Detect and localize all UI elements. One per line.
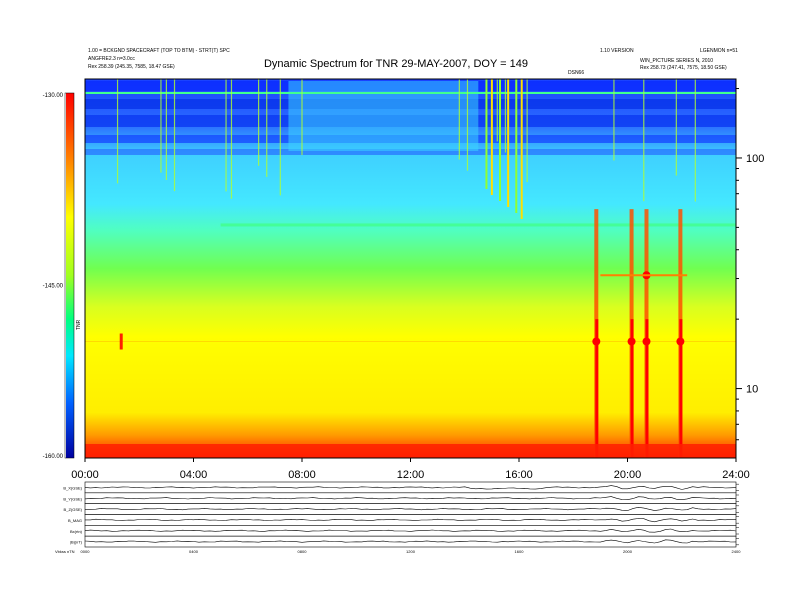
- panel-trace: [84, 485, 737, 490]
- band-gap: [288, 81, 479, 151]
- x-tick-label: 12:00: [397, 469, 425, 481]
- panel-label: B_MAG: [68, 518, 82, 523]
- blue-band: [85, 149, 736, 155]
- red-band: [85, 444, 736, 458]
- colorbar-frame: [64, 92, 75, 459]
- x-tick-label: 00:00: [71, 469, 99, 481]
- burst-core: [630, 319, 634, 458]
- panel-label: B_Y(GSE): [63, 496, 82, 501]
- header-right-1: 1.10 VERSION: [600, 48, 634, 54]
- spike: [119, 333, 123, 350]
- lower-x-tick-label: 0800: [298, 549, 308, 554]
- lower-x-tick-label: 1200: [406, 549, 416, 554]
- lower-x-tick-label: 1600: [515, 549, 525, 554]
- panel-label: B_Z(GSE): [64, 507, 83, 512]
- header-right-3: WIN_PICTURE SERIES N, 2010: [640, 58, 714, 64]
- x-tick-label: 08:00: [288, 469, 316, 481]
- chart-title: Dynamic Spectrum for TNR 29-MAY-2007, DO…: [263, 58, 528, 70]
- lower-x-tick-label: 2000: [623, 549, 633, 554]
- header-left-2: ANGFRE2.3 n=3.0cc: [88, 56, 135, 62]
- burst-blob: [627, 337, 636, 346]
- x-tick-label: 20:00: [614, 469, 642, 481]
- colorbar-tick-label: -130.00: [43, 93, 64, 99]
- panel-trace: [85, 506, 737, 511]
- burst-core: [595, 319, 599, 458]
- line-panel: [84, 525, 737, 537]
- header-right-4: Rex 258.73 (247.41, 7575, 18.50 GSE): [640, 65, 727, 71]
- panel-trace: [84, 528, 737, 533]
- top-marker: DSN66: [568, 70, 585, 76]
- panel-label: Bx(rtn): [70, 529, 83, 534]
- header-left-1: 1.00 = BCKGND SPACECRAFT (TOP TO BTM) - …: [88, 48, 230, 54]
- panel-trace: [84, 539, 737, 544]
- y-tick-label: 10: [746, 384, 758, 396]
- green-line: [220, 223, 736, 227]
- lower-footer-label: Vbkss nTN: [55, 549, 75, 554]
- header-left-3: Rex 258.39 (245.35, 7585, 18.47 GSE): [88, 64, 175, 70]
- panel-trace: [84, 496, 737, 501]
- header-right-2: LGENMON n=51: [700, 48, 738, 54]
- colorbar: [66, 93, 74, 458]
- colorbar-label: TNR: [76, 319, 82, 330]
- y-tick-label: 100: [746, 153, 764, 165]
- burst-core: [679, 319, 683, 458]
- x-tick-label: 24:00: [722, 469, 750, 481]
- panel-label: |B|(nT): [70, 540, 83, 545]
- lower-x-tick-label: 2400: [732, 549, 742, 554]
- lower-x-tick-label: 0000: [81, 549, 91, 554]
- panel-trace: [85, 518, 736, 523]
- panel-label: B_X(GSE): [63, 485, 82, 490]
- lower-x-tick-label: 0400: [189, 549, 199, 554]
- colorbar-tick-label: -145.00: [43, 283, 64, 289]
- burst-blob: [592, 337, 601, 346]
- colorbar-tick-label: -160.00: [43, 454, 64, 460]
- x-tick-label: 16:00: [505, 469, 533, 481]
- burst-core: [645, 319, 649, 458]
- burst-blob: [642, 337, 651, 346]
- x-tick-label: 04:00: [180, 469, 208, 481]
- burst-blob: [676, 337, 685, 346]
